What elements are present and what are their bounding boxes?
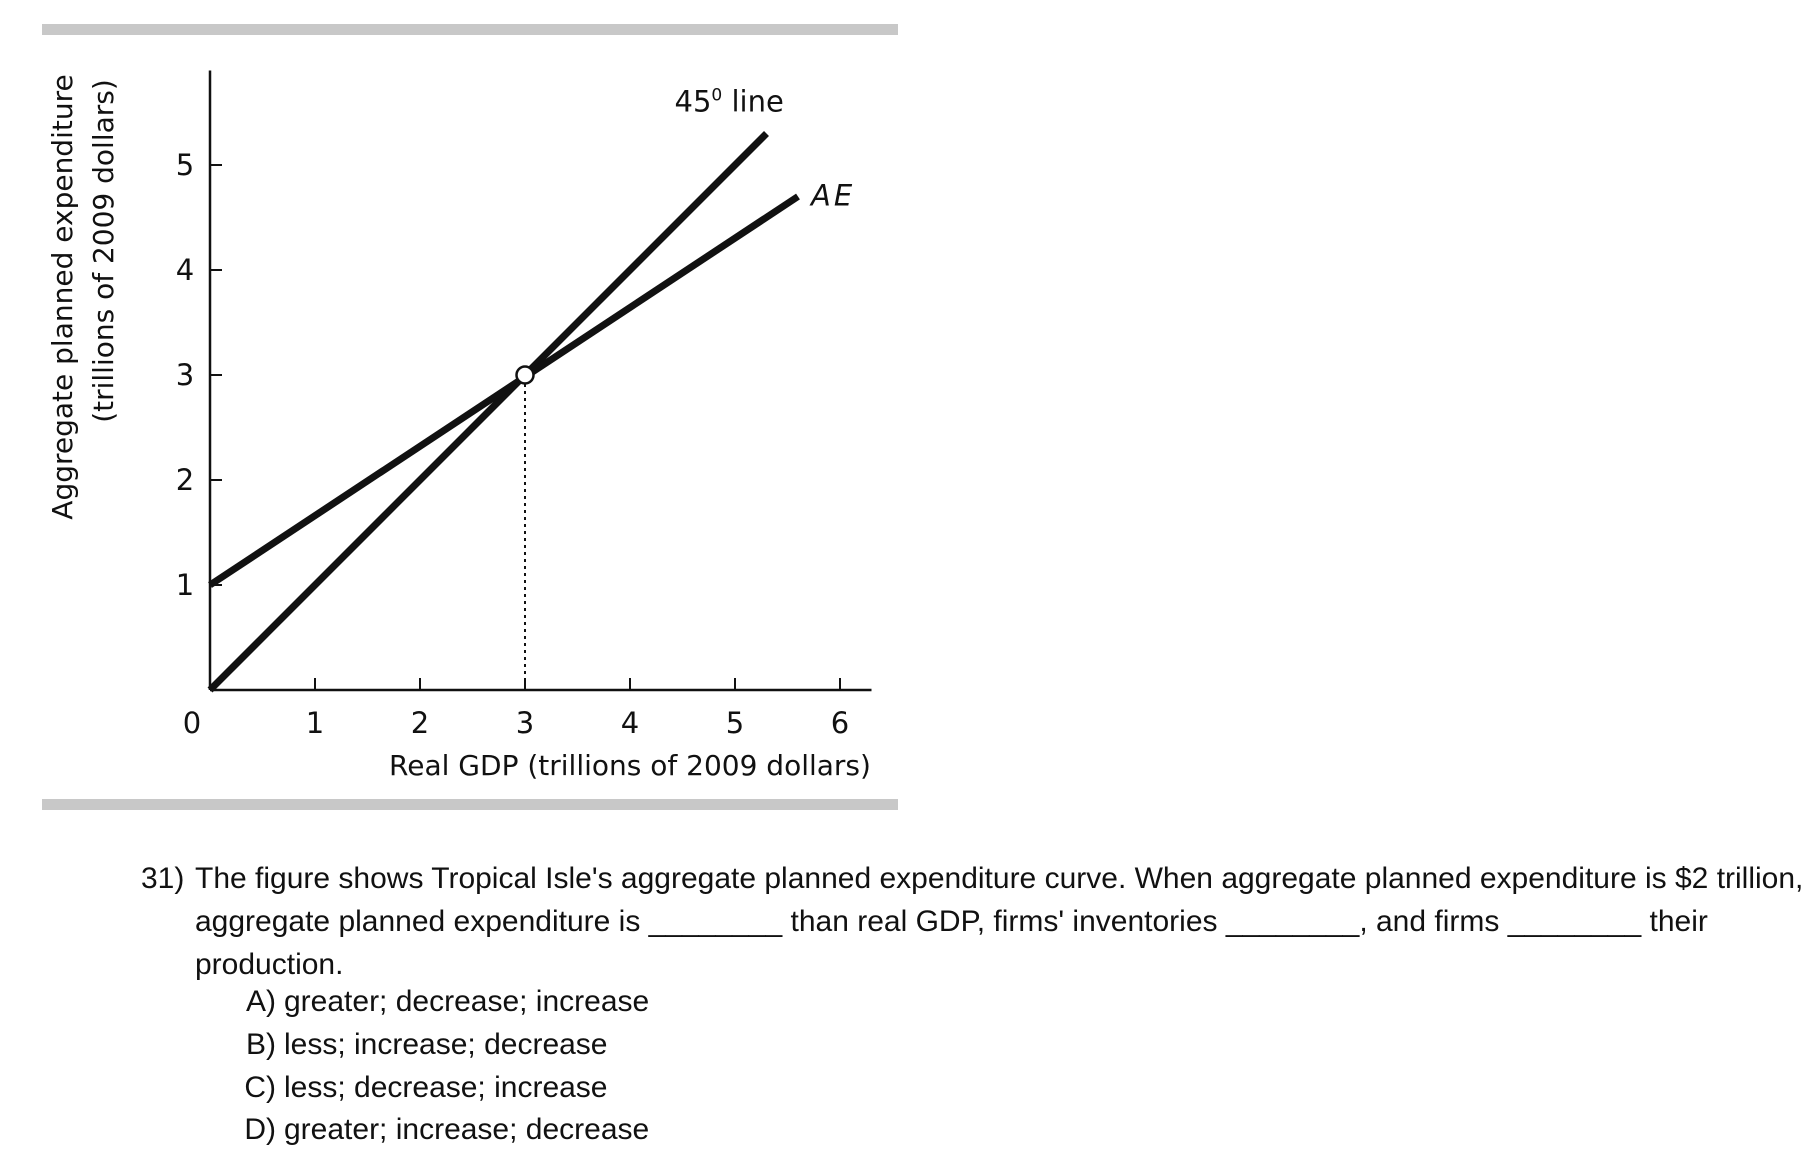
top-divider bbox=[42, 24, 898, 35]
chart: Aggregate planned expenditure (trillions… bbox=[46, 70, 872, 782]
y-tick-label-4: 4 bbox=[176, 253, 194, 287]
x-tick-label-2: 2 bbox=[411, 706, 429, 740]
y-axis-label: Aggregate planned expenditure (trillions… bbox=[46, 74, 120, 519]
series-lines bbox=[207, 131, 800, 693]
marks bbox=[515, 365, 535, 690]
series-labels: 450 line AE bbox=[675, 85, 855, 213]
option-text: less; increase; decrease bbox=[284, 1028, 608, 1061]
question-text: The figure shows Tropical Isle's aggrega… bbox=[195, 862, 1804, 981]
option-text: less; decrease; increase bbox=[284, 1071, 608, 1104]
option-letter: B) bbox=[246, 1028, 276, 1061]
question-number: 31) bbox=[141, 862, 185, 895]
y-tick-label-5: 5 bbox=[176, 148, 194, 182]
option-d[interactable]: D) greater; increase; decrease bbox=[232, 1113, 649, 1147]
x-tick-label-3: 3 bbox=[516, 706, 534, 740]
ticks: 0 1 2 3 4 5 6 1 2 3 4 5 bbox=[176, 148, 849, 740]
y-tick-label-3: 3 bbox=[176, 358, 194, 392]
x-tick-label-6: 6 bbox=[831, 706, 849, 740]
label-line-word: line bbox=[722, 85, 784, 119]
ae-line bbox=[208, 193, 800, 588]
option-letter: A) bbox=[246, 985, 276, 1018]
option-letter: D) bbox=[244, 1113, 276, 1146]
x-axis-label: Real GDP (trillions of 2009 dollars) bbox=[389, 749, 871, 782]
y-axis-label-line1: Aggregate planned expenditure bbox=[46, 74, 79, 519]
option-letter: C) bbox=[244, 1071, 276, 1104]
label-degree-sup: 0 bbox=[711, 86, 722, 106]
axes bbox=[208, 70, 872, 692]
forty-five-degree-line bbox=[207, 131, 769, 693]
x-tick-label-1: 1 bbox=[306, 706, 324, 740]
x-tick-label-4: 4 bbox=[621, 706, 639, 740]
option-a[interactable]: A) greater; decrease; increase bbox=[232, 985, 649, 1019]
y-tick-label-2: 2 bbox=[176, 463, 194, 497]
option-b[interactable]: B) less; increase; decrease bbox=[232, 1028, 608, 1062]
y-tick-label-1: 1 bbox=[176, 568, 194, 602]
forty-five-line-label: 450 line bbox=[675, 85, 784, 119]
equilibrium-point bbox=[515, 365, 535, 385]
option-text: greater; increase; decrease bbox=[284, 1113, 650, 1146]
option-c[interactable]: C) less; decrease; increase bbox=[232, 1071, 608, 1105]
ae-line-label: AE bbox=[809, 179, 855, 213]
option-text: greater; decrease; increase bbox=[284, 985, 650, 1018]
x-tick-label-5: 5 bbox=[726, 706, 744, 740]
bottom-divider bbox=[42, 799, 898, 810]
y-axis-label-line2: (trillions of 2009 dollars) bbox=[87, 79, 120, 423]
x-tick-label-0: 0 bbox=[183, 706, 201, 740]
label-degrees: 45 bbox=[675, 85, 712, 119]
